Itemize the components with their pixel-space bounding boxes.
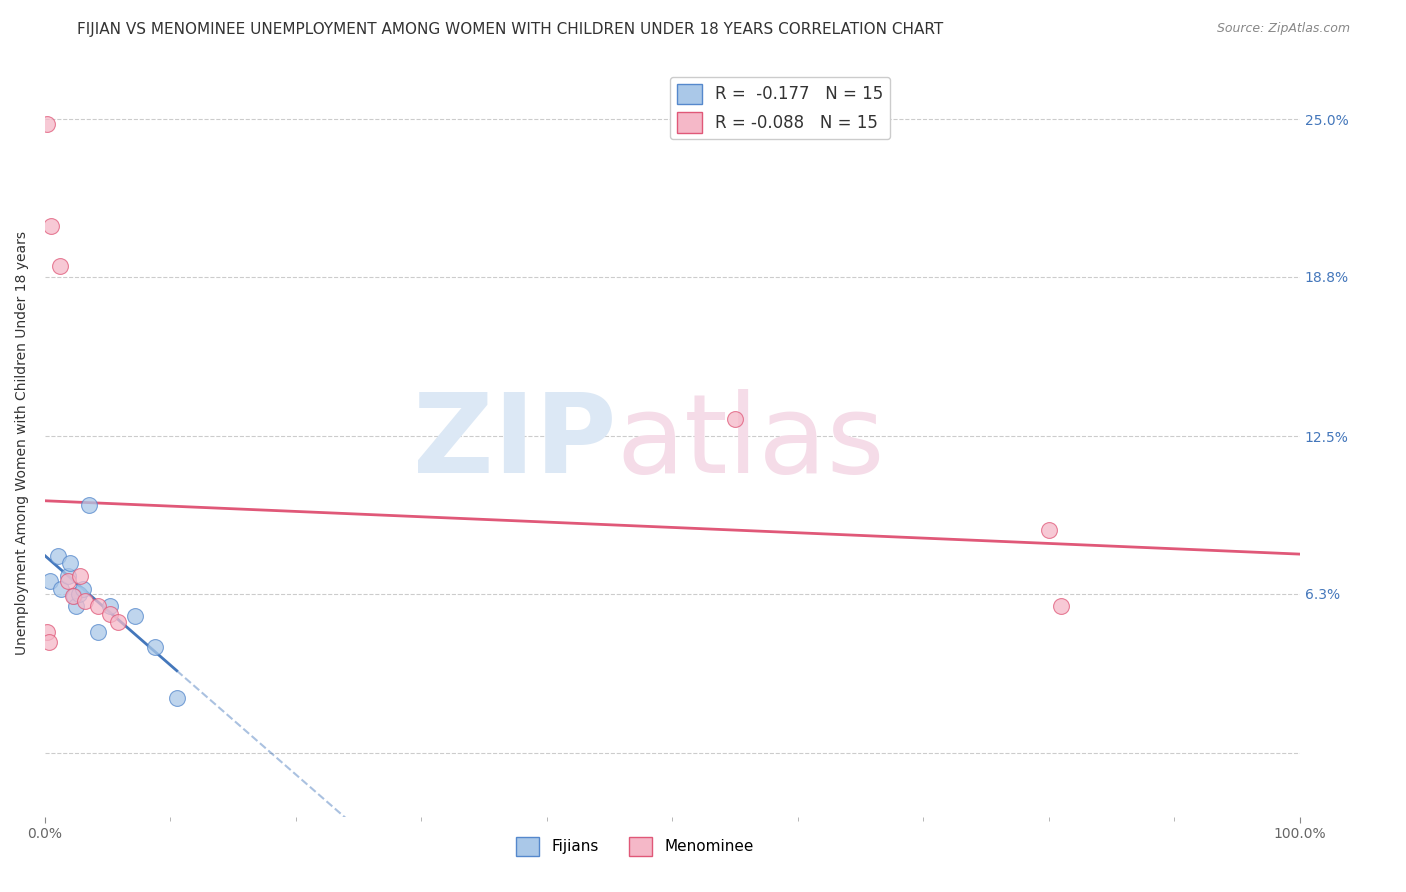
Point: [98, 607, 121, 621]
Point: [51, 582, 73, 596]
Text: Source: ZipAtlas.com: Source: ZipAtlas.com: [1216, 22, 1350, 36]
Point: [65, 599, 87, 614]
Point: [1050, 599, 1073, 614]
Point: [86, 624, 108, 639]
Point: [107, 615, 129, 629]
Point: [49, 260, 72, 274]
Point: [86, 599, 108, 614]
Point: [77, 498, 100, 512]
Point: [35, 624, 58, 639]
Y-axis label: Unemployment Among Women with Children Under 18 years: Unemployment Among Women with Children U…: [15, 231, 30, 655]
Point: [166, 690, 188, 705]
Point: [67, 587, 90, 601]
Point: [39, 574, 62, 588]
Point: [75, 594, 97, 608]
Point: [39, 219, 62, 233]
Point: [56, 574, 79, 588]
Point: [63, 589, 86, 603]
Point: [72, 582, 94, 596]
Point: [124, 609, 146, 624]
Point: [59, 556, 82, 570]
Point: [98, 599, 121, 614]
Point: [38, 635, 60, 649]
Point: [46, 549, 69, 563]
Point: [724, 411, 747, 425]
Legend: R =  -0.177   N = 15, R = -0.088   N = 15: R = -0.177 N = 15, R = -0.088 N = 15: [671, 77, 890, 139]
Point: [145, 640, 167, 654]
Point: [69, 569, 91, 583]
Text: FIJIAN VS MENOMINEE UNEMPLOYMENT AMONG WOMEN WITH CHILDREN UNDER 18 YEARS CORREL: FIJIAN VS MENOMINEE UNEMPLOYMENT AMONG W…: [77, 22, 943, 37]
Text: ZIP: ZIP: [412, 389, 616, 496]
Point: [56, 569, 79, 583]
Point: [37, 117, 59, 131]
Text: atlas: atlas: [616, 389, 884, 496]
Point: [1038, 523, 1060, 537]
Point: [62, 589, 84, 603]
